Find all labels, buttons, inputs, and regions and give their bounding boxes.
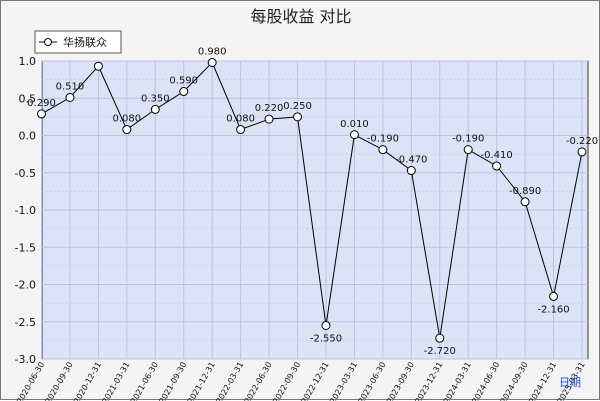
x-tick-label: 2023-12-31 [413, 361, 444, 401]
data-label: 0.980 [198, 46, 227, 57]
data-point [379, 146, 387, 154]
data-point [464, 146, 472, 154]
data-point [265, 115, 273, 123]
y-tick-label: -2.5 [15, 316, 36, 329]
y-tick-label: 1.0 [19, 55, 37, 68]
x-tick-label: 2024-12-31 [527, 361, 558, 401]
x-tick-label: 2022-09-30 [271, 361, 302, 401]
data-point [38, 110, 46, 118]
data-point [521, 198, 529, 206]
y-tick-label: -3.0 [15, 353, 36, 366]
data-label: 0.250 [283, 101, 312, 112]
data-label: -2.720 [424, 346, 456, 357]
x-tick-label: 2021-12-31 [186, 361, 217, 401]
data-point [237, 126, 245, 134]
x-tick-label: 2023-06-30 [357, 361, 388, 401]
chart-title: 每股收益 对比 [250, 7, 351, 26]
legend-marker [45, 39, 52, 46]
x-tick-label: 2022-06-30 [243, 361, 274, 401]
x-tick-label: 2021-09-30 [157, 361, 188, 401]
x-tick-label: 2024-09-30 [499, 361, 530, 401]
x-tick-label: 2022-03-31 [214, 361, 245, 401]
data-label: 0.010 [340, 119, 369, 130]
data-label: -0.220 [566, 136, 598, 147]
y-tick-label: -1.0 [15, 204, 36, 217]
x-tick-label: 2023-03-31 [328, 361, 359, 401]
x-tick-label: 2020-06-30 [15, 361, 46, 401]
y-tick-label: -1.5 [15, 241, 36, 254]
data-label: 0.350 [141, 93, 170, 104]
data-point [407, 167, 415, 175]
data-point [322, 321, 330, 329]
x-tick-label: 2024-03-31 [442, 361, 473, 401]
data-label: -0.190 [452, 134, 484, 145]
data-label: -0.470 [395, 155, 427, 166]
x-axis: 2020-06-302020-09-302020-12-312021-03-31… [15, 361, 587, 401]
data-point [294, 113, 302, 121]
data-point [578, 148, 586, 156]
data-point [436, 334, 444, 342]
data-point [180, 88, 188, 96]
x-tick-label: 2020-09-30 [44, 361, 75, 401]
x-tick-label: 2021-03-31 [101, 361, 132, 401]
data-label: -2.550 [310, 333, 342, 344]
data-point [94, 62, 102, 70]
data-label: 0.510 [56, 82, 85, 93]
data-label: 0.590 [169, 76, 198, 87]
data-point [493, 162, 501, 170]
legend-label: 华扬联众 [63, 35, 107, 49]
data-label: 0.080 [226, 114, 255, 125]
data-label: -2.160 [537, 304, 569, 315]
data-label: -0.190 [367, 134, 399, 145]
data-label: 0.290 [27, 98, 56, 109]
legend: 华扬联众 [35, 31, 121, 53]
x-unit-label: 日期 [559, 376, 581, 389]
data-point [151, 105, 159, 113]
data-point [123, 126, 131, 134]
data-point [208, 58, 216, 66]
data-point [550, 292, 558, 300]
y-tick-label: -0.5 [15, 167, 36, 180]
x-tick-label: 2020-12-31 [72, 361, 103, 401]
x-tick-label: 2023-09-30 [385, 361, 416, 401]
y-tick-label: -2.0 [15, 279, 36, 292]
data-point [350, 131, 358, 139]
y-tick-label: 0.0 [19, 130, 37, 143]
x-tick-label: 2024-06-30 [470, 361, 501, 401]
data-label: -0.410 [481, 150, 513, 161]
x-tick-label: 2021-06-30 [129, 361, 160, 401]
data-label: 0.220 [255, 103, 284, 114]
data-label: 0.080 [113, 114, 142, 125]
data-label: -0.890 [509, 186, 541, 197]
data-point [66, 94, 74, 102]
x-tick-label: 2022-12-31 [300, 361, 331, 401]
